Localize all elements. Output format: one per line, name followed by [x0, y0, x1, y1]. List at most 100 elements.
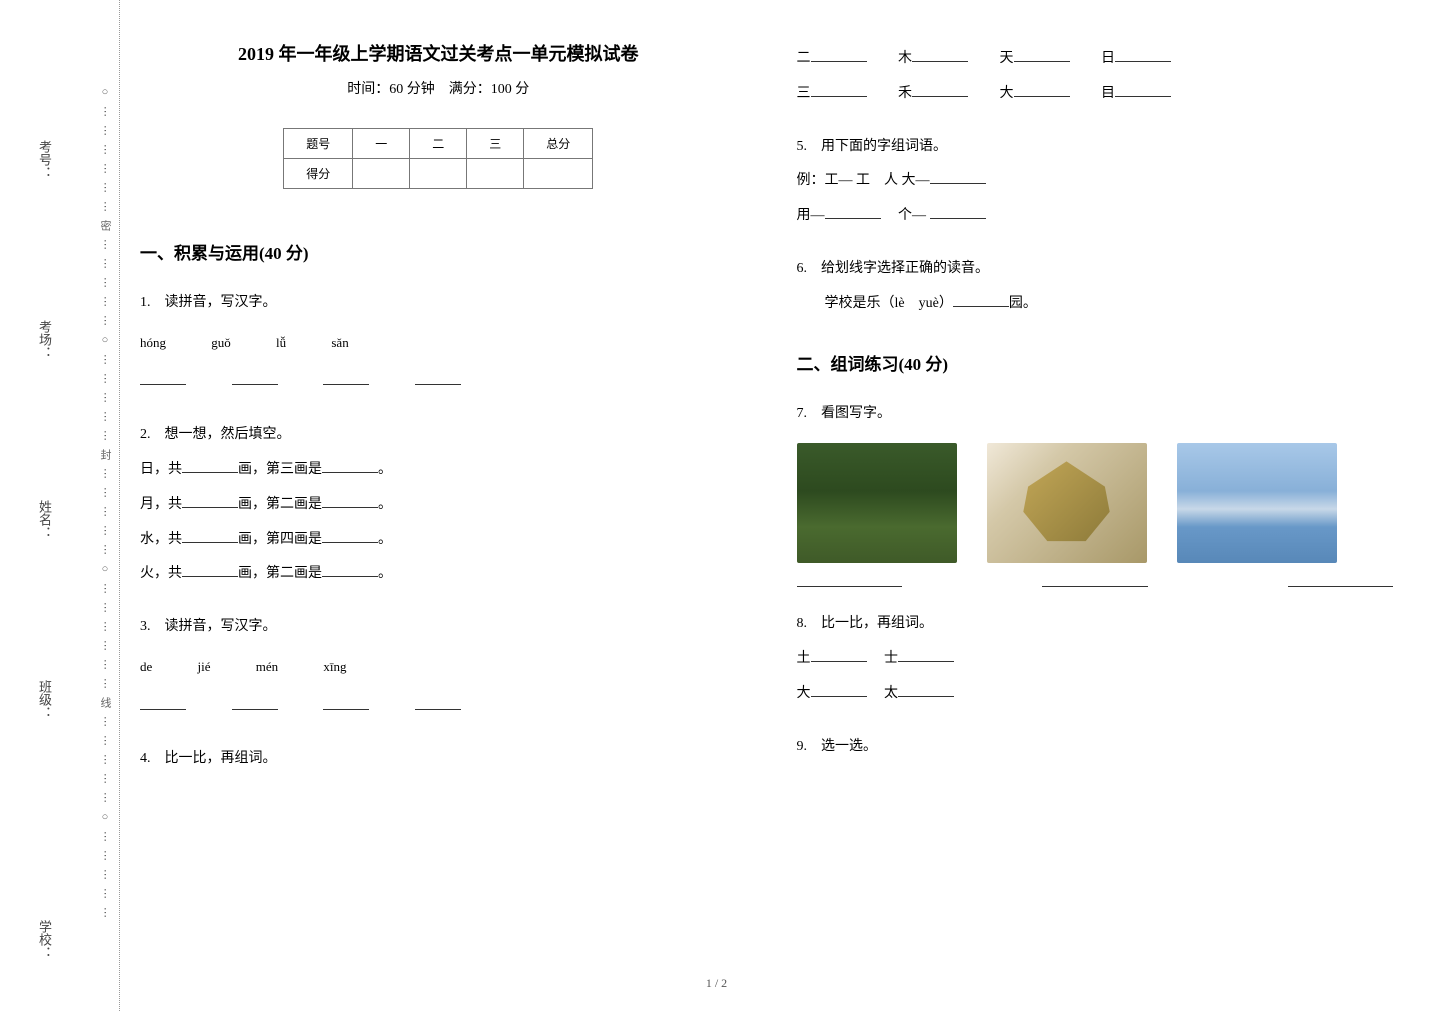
sidebar-label-kaohao: 考号： [35, 140, 54, 179]
right-column: 二 木 天 日 三 禾 大 目 5. 用下面的字组词语。 例：工— 工 人 大—… [797, 40, 1394, 797]
q6-prefix: 学校是乐（lè yuè） [825, 296, 953, 311]
q7-blanks [797, 573, 1394, 587]
char: 大 [1000, 86, 1014, 101]
header-col2: 二 [410, 129, 467, 159]
line-text: 个— [898, 208, 926, 223]
q1-label: 1. 读拼音，写汉字。 [140, 288, 737, 319]
q2-line: 火，共画，第二画是。 [140, 559, 737, 590]
header-col1: 一 [353, 129, 410, 159]
image-sea [1177, 443, 1337, 563]
char: 士 [884, 651, 898, 666]
score-cell [467, 159, 524, 189]
q2-line: 水，共画，第四画是。 [140, 525, 737, 556]
answer-blank [140, 371, 186, 385]
q1-blank-row [140, 367, 737, 398]
question-7: 7. 看图写字。 [797, 399, 1394, 588]
answer-blank [232, 696, 278, 710]
q5-line2: 用— 个— [797, 201, 1394, 232]
char: 大 [797, 686, 811, 701]
char: 目 [1101, 86, 1115, 101]
line-text: 用— [797, 208, 825, 223]
answer-blank [811, 648, 867, 662]
answer-blank [898, 648, 954, 662]
example-text: 例：工— 工 人 大— [797, 173, 930, 188]
q9-label: 9. 选一选。 [797, 732, 1394, 763]
sidebar-label-banji: 班级： [35, 680, 54, 719]
q8-row2: 大 太 [797, 679, 1394, 710]
line-text: 。 [378, 462, 392, 477]
char: 太 [884, 686, 898, 701]
pinyin-item: lǚ [276, 329, 286, 358]
pinyin-item: sǎn [331, 329, 348, 358]
answer-blank [797, 573, 903, 587]
answer-blank [182, 459, 238, 473]
pinyin-item: jié [198, 653, 211, 682]
answer-blank [1115, 83, 1171, 97]
answer-blank [182, 494, 238, 508]
line-text: 。 [378, 566, 392, 581]
sidebar-label-xingming: 姓名： [35, 500, 54, 539]
q6-label: 6. 给划线字选择正确的读音。 [797, 254, 1394, 285]
answer-blank [322, 459, 378, 473]
answer-blank [1042, 573, 1148, 587]
line-text: 画，第四画是 [238, 532, 322, 547]
pinyin-item: xīng [323, 653, 346, 682]
question-6: 6. 给划线字选择正确的读音。 学校是乐（lè yuè） 园。 [797, 254, 1394, 320]
q6-suffix: 园。 [1009, 296, 1037, 311]
section1-heading: 一、积累与运用(40 分) [140, 239, 737, 264]
pinyin-item: mén [256, 653, 278, 682]
answer-blank [182, 563, 238, 577]
q2-line: 月，共 画，第二画是 。 [140, 490, 737, 521]
char: 土 [797, 651, 811, 666]
answer-blank [811, 83, 867, 97]
sidebar-label-kaochang: 考场： [35, 320, 54, 359]
answer-blank [811, 48, 867, 62]
q2-label: 2. 想一想，然后填空。 [140, 420, 737, 451]
q8-label: 8. 比一比，再组词。 [797, 609, 1394, 640]
q1-pinyin-row: hóng guǒ lǚ sǎn [140, 329, 737, 358]
image-tree [797, 443, 957, 563]
answer-blank [1014, 48, 1070, 62]
answer-blank [232, 371, 278, 385]
score-cell [410, 159, 467, 189]
answer-blank [953, 293, 1009, 307]
line-text: 画，第二画是 [238, 497, 322, 512]
answer-blank [415, 371, 461, 385]
q3-label: 3. 读拼音，写汉字。 [140, 612, 737, 643]
header-col3: 三 [467, 129, 524, 159]
line-text: 。 [378, 532, 392, 547]
q4-label: 4. 比一比，再组词。 [140, 744, 737, 775]
answer-blank [415, 696, 461, 710]
q4-row1: 二 木 天 日 [797, 44, 1394, 75]
answer-blank [322, 494, 378, 508]
header-total: 总分 [524, 129, 593, 159]
line-text: 。 [378, 497, 392, 512]
answer-blank [1115, 48, 1171, 62]
score-label: 得分 [284, 159, 353, 189]
question-1: 1. 读拼音，写汉字。 hóng guǒ lǚ sǎn [140, 288, 737, 398]
question-2: 2. 想一想，然后填空。 日，共画，第三画是。 月，共画，第二画是。 水，共画，… [140, 420, 737, 590]
page-number: 1 / 2 [706, 976, 727, 991]
line-text: 画，第二画是 [238, 566, 322, 581]
char: 二 [797, 51, 811, 66]
pinyin-item: de [140, 653, 152, 682]
sidebar-label-xuexiao: 学校： [35, 920, 54, 959]
question-9: 9. 选一选。 [797, 732, 1394, 763]
question-5: 5. 用下面的字组词语。 例：工— 工 人 大— 用— 个— [797, 132, 1394, 232]
line-text: 月，共 [140, 497, 182, 512]
q4-row2: 三 禾 大 目 [797, 79, 1394, 110]
answer-blank [912, 48, 968, 62]
header-label: 题号 [284, 129, 353, 159]
q2-line: 日，共画，第三画是。 [140, 455, 737, 486]
q7-images [797, 443, 1394, 563]
char: 禾 [898, 86, 912, 101]
q3-blank-row [140, 692, 737, 723]
question-3: 3. 读拼音，写汉字。 de jié mén xīng [140, 612, 737, 722]
pinyin-item: hóng [140, 329, 166, 358]
q7-label: 7. 看图写字。 [797, 399, 1394, 430]
answer-blank [323, 371, 369, 385]
answer-blank [898, 683, 954, 697]
char: 木 [898, 51, 912, 66]
answer-blank [1288, 573, 1394, 587]
score-cell [524, 159, 593, 189]
